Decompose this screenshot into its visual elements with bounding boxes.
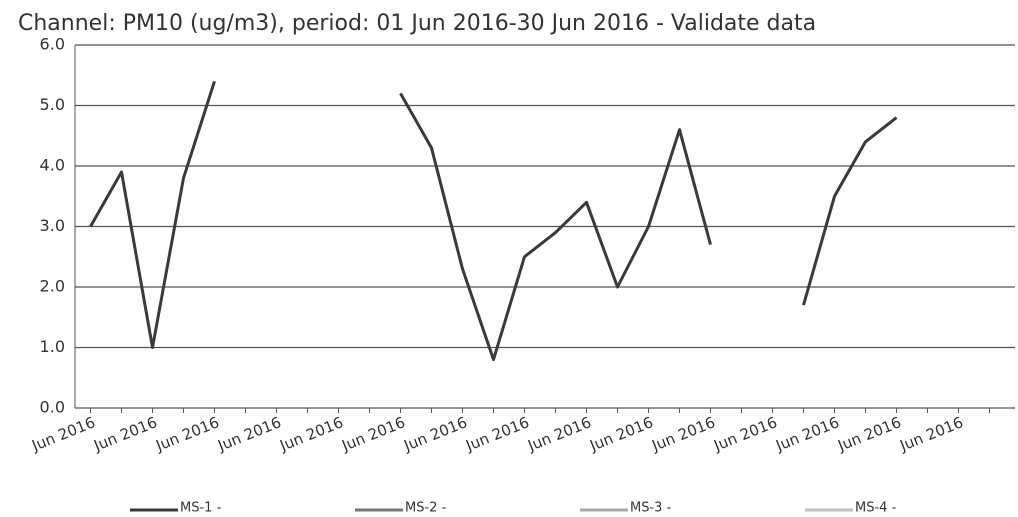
y-tick-label: 1.0 (40, 337, 65, 356)
legend-label: MS-4 - (855, 501, 897, 516)
y-tick-label: 4.0 (40, 156, 65, 175)
y-tick-label: 6.0 (40, 35, 65, 54)
x-tick-label: Jun 2016 (338, 413, 407, 455)
y-tick-label: 3.0 (40, 216, 65, 235)
x-tick-label: Jun 2016 (648, 413, 717, 455)
x-tick-label: Jun 2016 (152, 413, 221, 455)
x-tick-label: Jun 2016 (214, 413, 283, 455)
x-tick-label: Jun 2016 (834, 413, 903, 455)
x-tick-label: Jun 2016 (400, 413, 469, 455)
x-tick-label: Jun 2016 (462, 413, 531, 455)
x-tick-label: Jun 2016 (524, 413, 593, 455)
x-tick-label: Jun 2016 (90, 413, 159, 455)
x-tick-label: Jun 2016 (710, 413, 779, 455)
legend-label: MS-1 - (180, 501, 222, 516)
y-tick-label: 0.0 (40, 398, 65, 417)
chart-title: Channel: PM10 (ug/m3), period: 01 Jun 20… (18, 11, 816, 36)
x-tick-label: Jun 2016 (586, 413, 655, 455)
data-line (89, 80, 898, 362)
y-tick-label: 2.0 (40, 277, 65, 296)
x-tick-label: Jun 2016 (772, 413, 841, 455)
x-tick-label: Jun 2016 (276, 413, 345, 455)
x-tick-label: Jun 2016 (896, 413, 965, 455)
x-tick-label: Jun 2016 (28, 413, 97, 455)
legend-label: MS-3 - (630, 501, 672, 516)
legend-label: MS-2 - (405, 501, 447, 516)
y-tick-label: 5.0 (40, 95, 65, 114)
